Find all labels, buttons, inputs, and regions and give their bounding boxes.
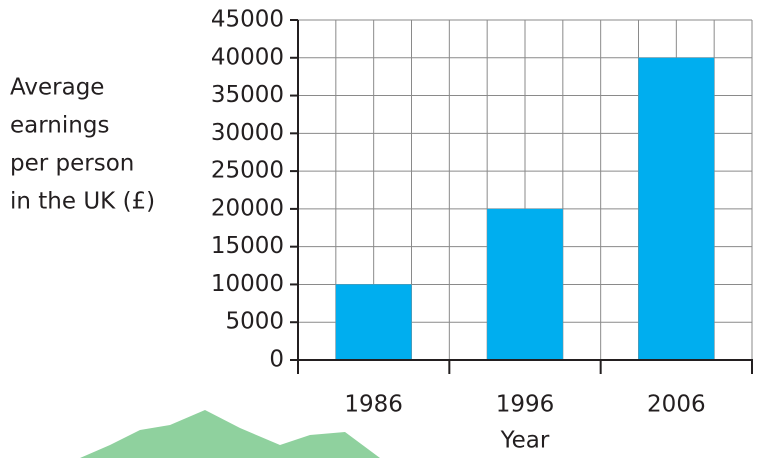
y-tick-label: 10000 bbox=[211, 271, 284, 297]
x-axis-label: Year bbox=[500, 428, 550, 454]
y-axis-label-line: per person bbox=[10, 151, 134, 177]
x-tick-label: 2006 bbox=[647, 392, 706, 418]
y-tick-label: 5000 bbox=[225, 309, 284, 335]
decoration bbox=[80, 410, 380, 458]
y-tick-label: 20000 bbox=[211, 195, 284, 221]
y-axis-label-line: in the UK (£) bbox=[10, 189, 155, 215]
y-tick-label: 25000 bbox=[211, 158, 284, 184]
x-tick-label: 1986 bbox=[344, 392, 403, 418]
bar bbox=[335, 284, 412, 360]
y-tick-label: 0 bbox=[269, 347, 284, 373]
y-axis-label-line: Average bbox=[10, 75, 104, 101]
y-tick-label: 45000 bbox=[211, 7, 284, 33]
y-axis-label-line: earnings bbox=[10, 113, 109, 139]
y-tick-label: 30000 bbox=[211, 120, 284, 146]
y-axis-label: Average earnings per person in the UK (£) bbox=[10, 75, 155, 215]
y-tick-label: 35000 bbox=[211, 82, 284, 108]
x-tick-label: 1996 bbox=[496, 392, 555, 418]
bar bbox=[487, 208, 563, 360]
bar bbox=[638, 57, 715, 361]
y-tick-label: 15000 bbox=[211, 233, 284, 259]
y-tick-label: 40000 bbox=[211, 44, 284, 70]
